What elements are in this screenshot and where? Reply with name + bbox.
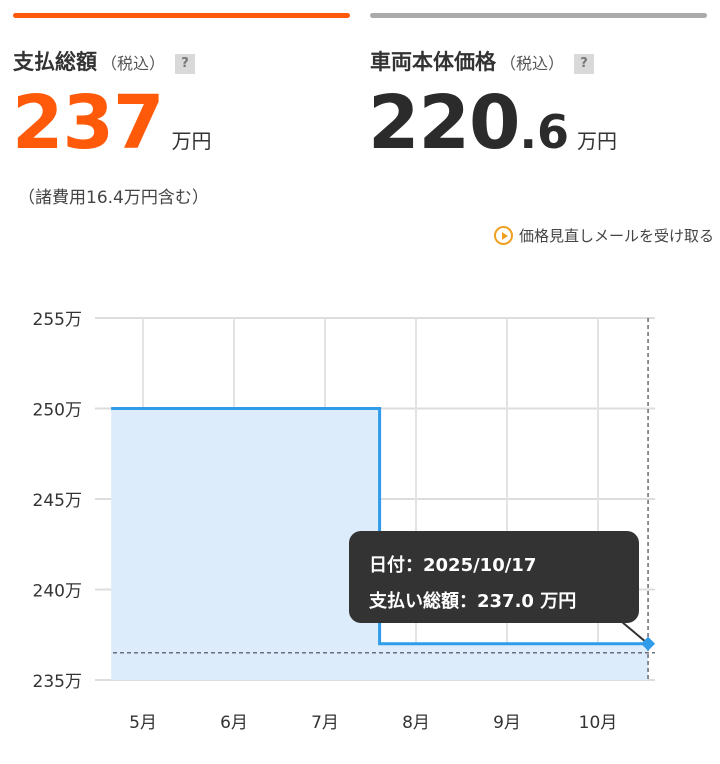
x-tick-label: 5月 [129,713,157,733]
price-alert-link[interactable]: 価格見直しメールを受け取る [493,225,714,246]
price-alert-link-label: 価格見直しメールを受け取る [518,227,714,245]
total-payment-tax-note: （税込） [101,54,166,73]
total-payment-help-icon[interactable]: ? [175,54,196,74]
x-tick-label: 7月 [311,713,339,733]
total-payment-label: 支払総額 [13,50,97,74]
play-circle-icon [493,226,513,245]
tooltip-pointer [621,621,649,645]
series-line [111,407,649,646]
data-point-marker [641,636,656,651]
vehicle-price-label: 車両本体価格 [370,50,496,74]
vehicle-price-accent-bar [370,13,707,18]
total-payment-accent-bar [13,13,350,18]
chart-tooltip: 日付：2025/10/17 支払い総額：237.0 万円 [349,531,639,623]
y-tick-label: 245万 [33,491,82,511]
tooltip-date: 日付：2025/10/17 [369,555,537,576]
fees-note: （諸費用16.4万円含む） [18,188,209,208]
vehicle-price-value-dec: .6 [519,105,569,159]
x-tick-label: 10月 [579,713,618,733]
vehicle-price-value-int: 220 [368,80,520,166]
vehicle-price-help-icon[interactable]: ? [574,54,595,74]
vehicle-price-unit: 万円 [576,129,617,153]
total-payment-value-row: 237 万円 [12,86,211,160]
y-tick-label: 255万 [33,310,82,330]
vehicle-price-tax-note: （税込） [500,54,565,73]
y-tick-label: 250万 [33,401,82,421]
x-tick-label: 6月 [220,713,248,733]
total-payment-label-row: 支払総額 （税込）? [13,46,196,76]
y-tick-label: 235万 [33,672,82,692]
tooltip-value: 支払い総額：237.0 万円 [369,591,577,612]
vehicle-price-label-row: 車両本体価格 （税込）? [370,46,595,76]
total-payment-value: 237 [12,80,164,166]
x-tick-label: 8月 [402,713,430,733]
y-tick-label: 240万 [33,582,82,602]
vehicle-price-value-row: 220.6 万円 [368,86,617,160]
total-payment-unit: 万円 [171,129,212,153]
x-tick-label: 9月 [493,713,521,733]
